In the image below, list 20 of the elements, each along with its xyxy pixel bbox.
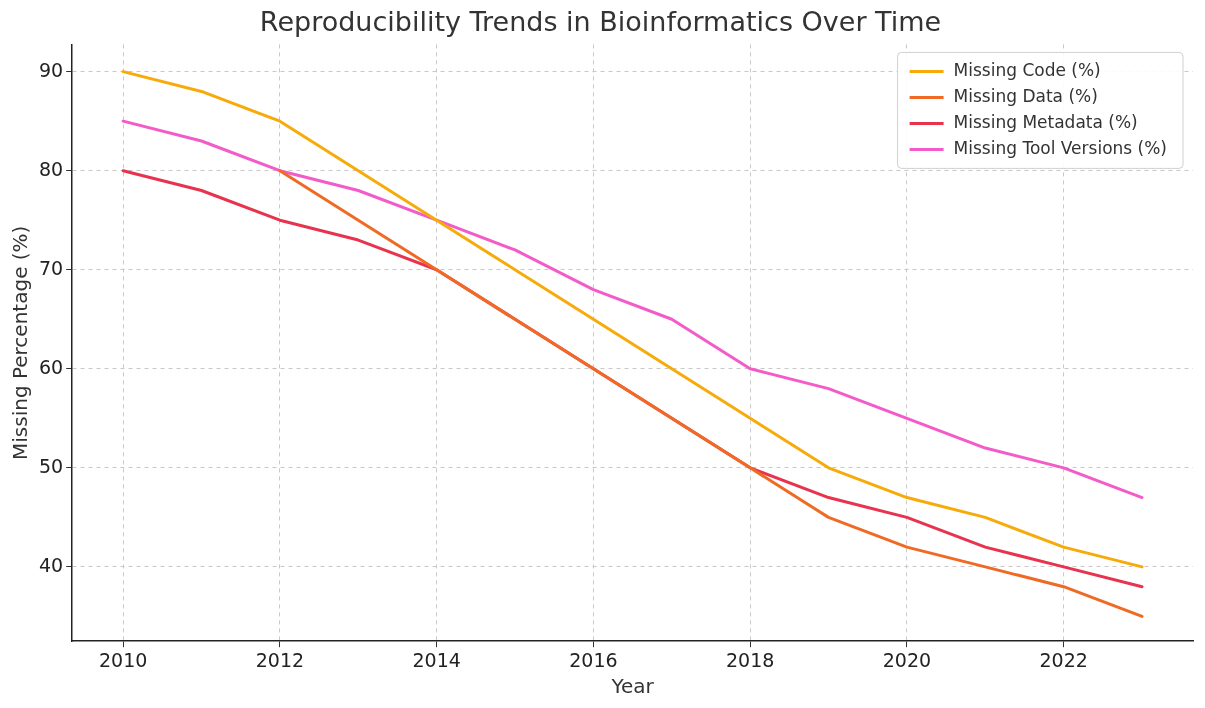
chart-title: Reproducibility Trends in Bioinformatics Over Time (259, 6, 942, 38)
legend-label: Missing Code (%) (953, 59, 1101, 80)
y-tick-label: 70 (38, 256, 64, 279)
x-tick-label: 2016 (569, 648, 618, 671)
y-tick-label: 40 (38, 553, 64, 576)
x-tick-label: 2014 (412, 648, 461, 671)
x-axis-title: Year (610, 674, 655, 699)
legend-label: Missing Data (%) (953, 85, 1098, 106)
y-tick-label: 60 (38, 355, 64, 378)
y-tick-label: 80 (38, 157, 64, 180)
y-tick-label: 90 (38, 58, 64, 81)
y-axis-title: Missing Percentage (%) (8, 225, 33, 461)
x-tick-label: 2020 (882, 648, 932, 671)
x-tick-label: 2012 (255, 648, 305, 671)
legend-label: Missing Metadata (%) (953, 111, 1138, 132)
legend-label: Missing Tool Versions (%) (953, 137, 1168, 158)
x-tick-label: 2018 (725, 648, 775, 671)
y-tick-label: 50 (38, 454, 64, 477)
x-tick-label: 2022 (1039, 648, 1088, 671)
x-tick-label: 2010 (98, 648, 148, 671)
